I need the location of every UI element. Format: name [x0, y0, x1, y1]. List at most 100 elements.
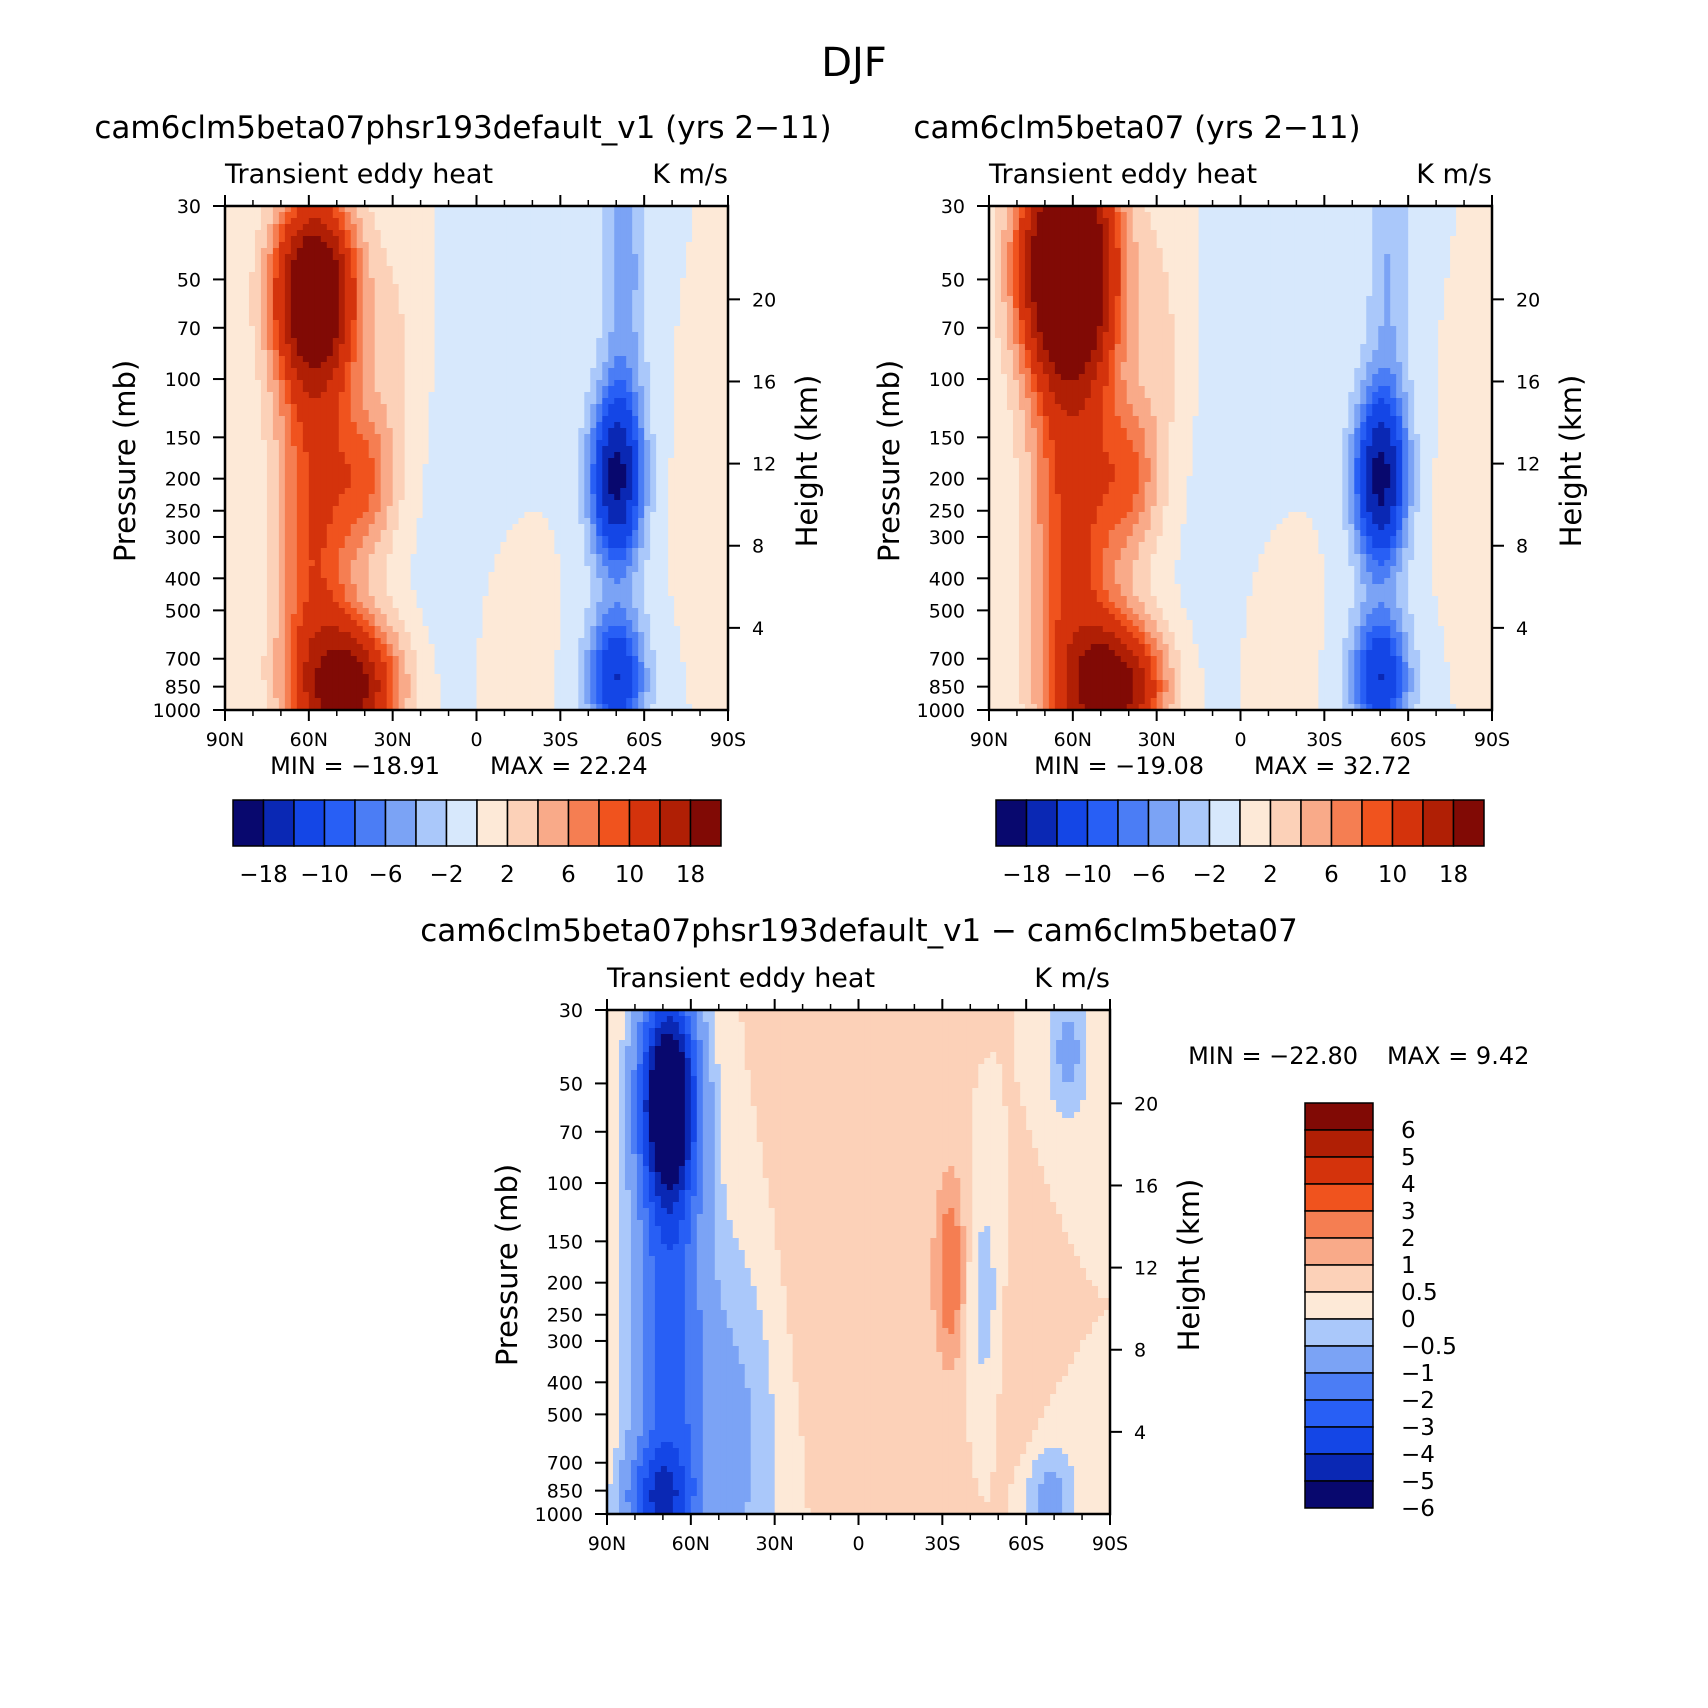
contour-cell: [632, 542, 639, 549]
contour-cell: [566, 548, 573, 555]
contour-cell: [458, 506, 466, 513]
contour-cell: [482, 230, 490, 237]
contour-cell: [614, 518, 621, 525]
contour-cell: [308, 470, 316, 477]
contour-cell: [362, 506, 370, 513]
contour-cell: [692, 422, 699, 429]
contour-cell: [656, 206, 663, 213]
contour-cell: [338, 398, 346, 405]
contour-cell: [392, 302, 400, 309]
contour-cell: [248, 524, 256, 531]
contour-cell: [518, 308, 526, 315]
contour-cell: [524, 224, 531, 231]
contour-cell: [368, 422, 376, 429]
contour-cell: [494, 398, 502, 405]
contour-cell: [536, 452, 543, 459]
contour-cell: [410, 530, 418, 537]
contour-cell: [458, 260, 466, 267]
contour-cell: [698, 410, 705, 417]
contour-cell: [596, 260, 603, 267]
contour-cell: [620, 434, 627, 441]
contour-cell: [356, 206, 364, 213]
contour-cell: [242, 422, 250, 429]
contour-cell: [488, 410, 496, 417]
contour-cell: [242, 344, 250, 351]
contour-cell: [698, 404, 705, 411]
contour-cell: [302, 392, 310, 399]
contour-cell: [422, 308, 430, 315]
contour-cell: [584, 242, 591, 249]
contour-cell: [602, 518, 609, 525]
contour-cell: [374, 374, 382, 381]
contour-cell: [332, 548, 340, 555]
contour-cell: [434, 284, 442, 291]
contour-cell: [590, 386, 597, 393]
contour-cell: [248, 440, 256, 447]
contour-cell: [566, 332, 573, 339]
contour-cell: [614, 320, 621, 327]
contour-cell: [560, 296, 567, 303]
contour-cell: [440, 440, 448, 447]
contour-cell: [674, 332, 681, 339]
contour-cell: [284, 458, 292, 465]
contour-cell: [626, 374, 633, 381]
contour-cell: [506, 338, 514, 345]
contour-cell: [344, 440, 352, 447]
contour-cell: [458, 242, 466, 249]
contour-cell: [266, 242, 274, 249]
contour-cell: [722, 428, 729, 435]
contour-cell: [230, 434, 238, 441]
contour-cell: [560, 542, 567, 549]
contour-cell: [338, 458, 346, 465]
contour-cell: [692, 362, 699, 369]
contour-cell: [476, 278, 484, 285]
contour-cell: [230, 392, 238, 399]
contour-cell: [308, 362, 316, 369]
contour-cell: [596, 218, 603, 225]
contour-cell: [530, 428, 537, 435]
contour-cell: [296, 254, 304, 261]
contour-cell: [350, 422, 358, 429]
contour-cell: [302, 314, 310, 321]
contour-cell: [578, 386, 585, 393]
contour-cell: [644, 356, 651, 363]
contour-cell: [320, 212, 328, 219]
contour-cell: [380, 482, 388, 489]
contour-cell: [650, 404, 657, 411]
contour-cell: [608, 350, 615, 357]
contour-cell: [266, 494, 274, 501]
contour-cell: [302, 242, 310, 249]
contour-cell: [314, 488, 322, 495]
contour-cell: [500, 440, 508, 447]
contour-cell: [260, 392, 268, 399]
contour-cell: [632, 350, 639, 357]
contour-cell: [596, 482, 603, 489]
contour-cell: [284, 236, 292, 243]
contour-cell: [225, 386, 232, 393]
contour-cell: [326, 230, 334, 237]
contour-cell: [374, 464, 382, 471]
contour-cell: [236, 518, 244, 525]
contour-cell: [560, 230, 567, 237]
contour-cell: [248, 452, 256, 459]
contour-cell: [446, 500, 454, 507]
contour-cell: [254, 344, 262, 351]
contour-cell: [488, 554, 496, 561]
contour-cell: [236, 416, 244, 423]
contour-cell: [668, 542, 675, 549]
contour-cell: [578, 326, 585, 333]
contour-cell: [596, 254, 603, 261]
contour-cell: [392, 320, 400, 327]
contour-cell: [710, 260, 717, 267]
contour-cell: [650, 464, 657, 471]
contour-cell: [710, 332, 717, 339]
contour-cell: [644, 332, 651, 339]
contour-cell: [572, 548, 579, 555]
contour-cell: [434, 212, 442, 219]
contour-cell: [662, 398, 669, 405]
contour-cell: [656, 344, 663, 351]
contour-cell: [290, 236, 298, 243]
contour-cell: [602, 332, 609, 339]
contour-cell: [410, 398, 418, 405]
contour-cell: [416, 290, 424, 297]
